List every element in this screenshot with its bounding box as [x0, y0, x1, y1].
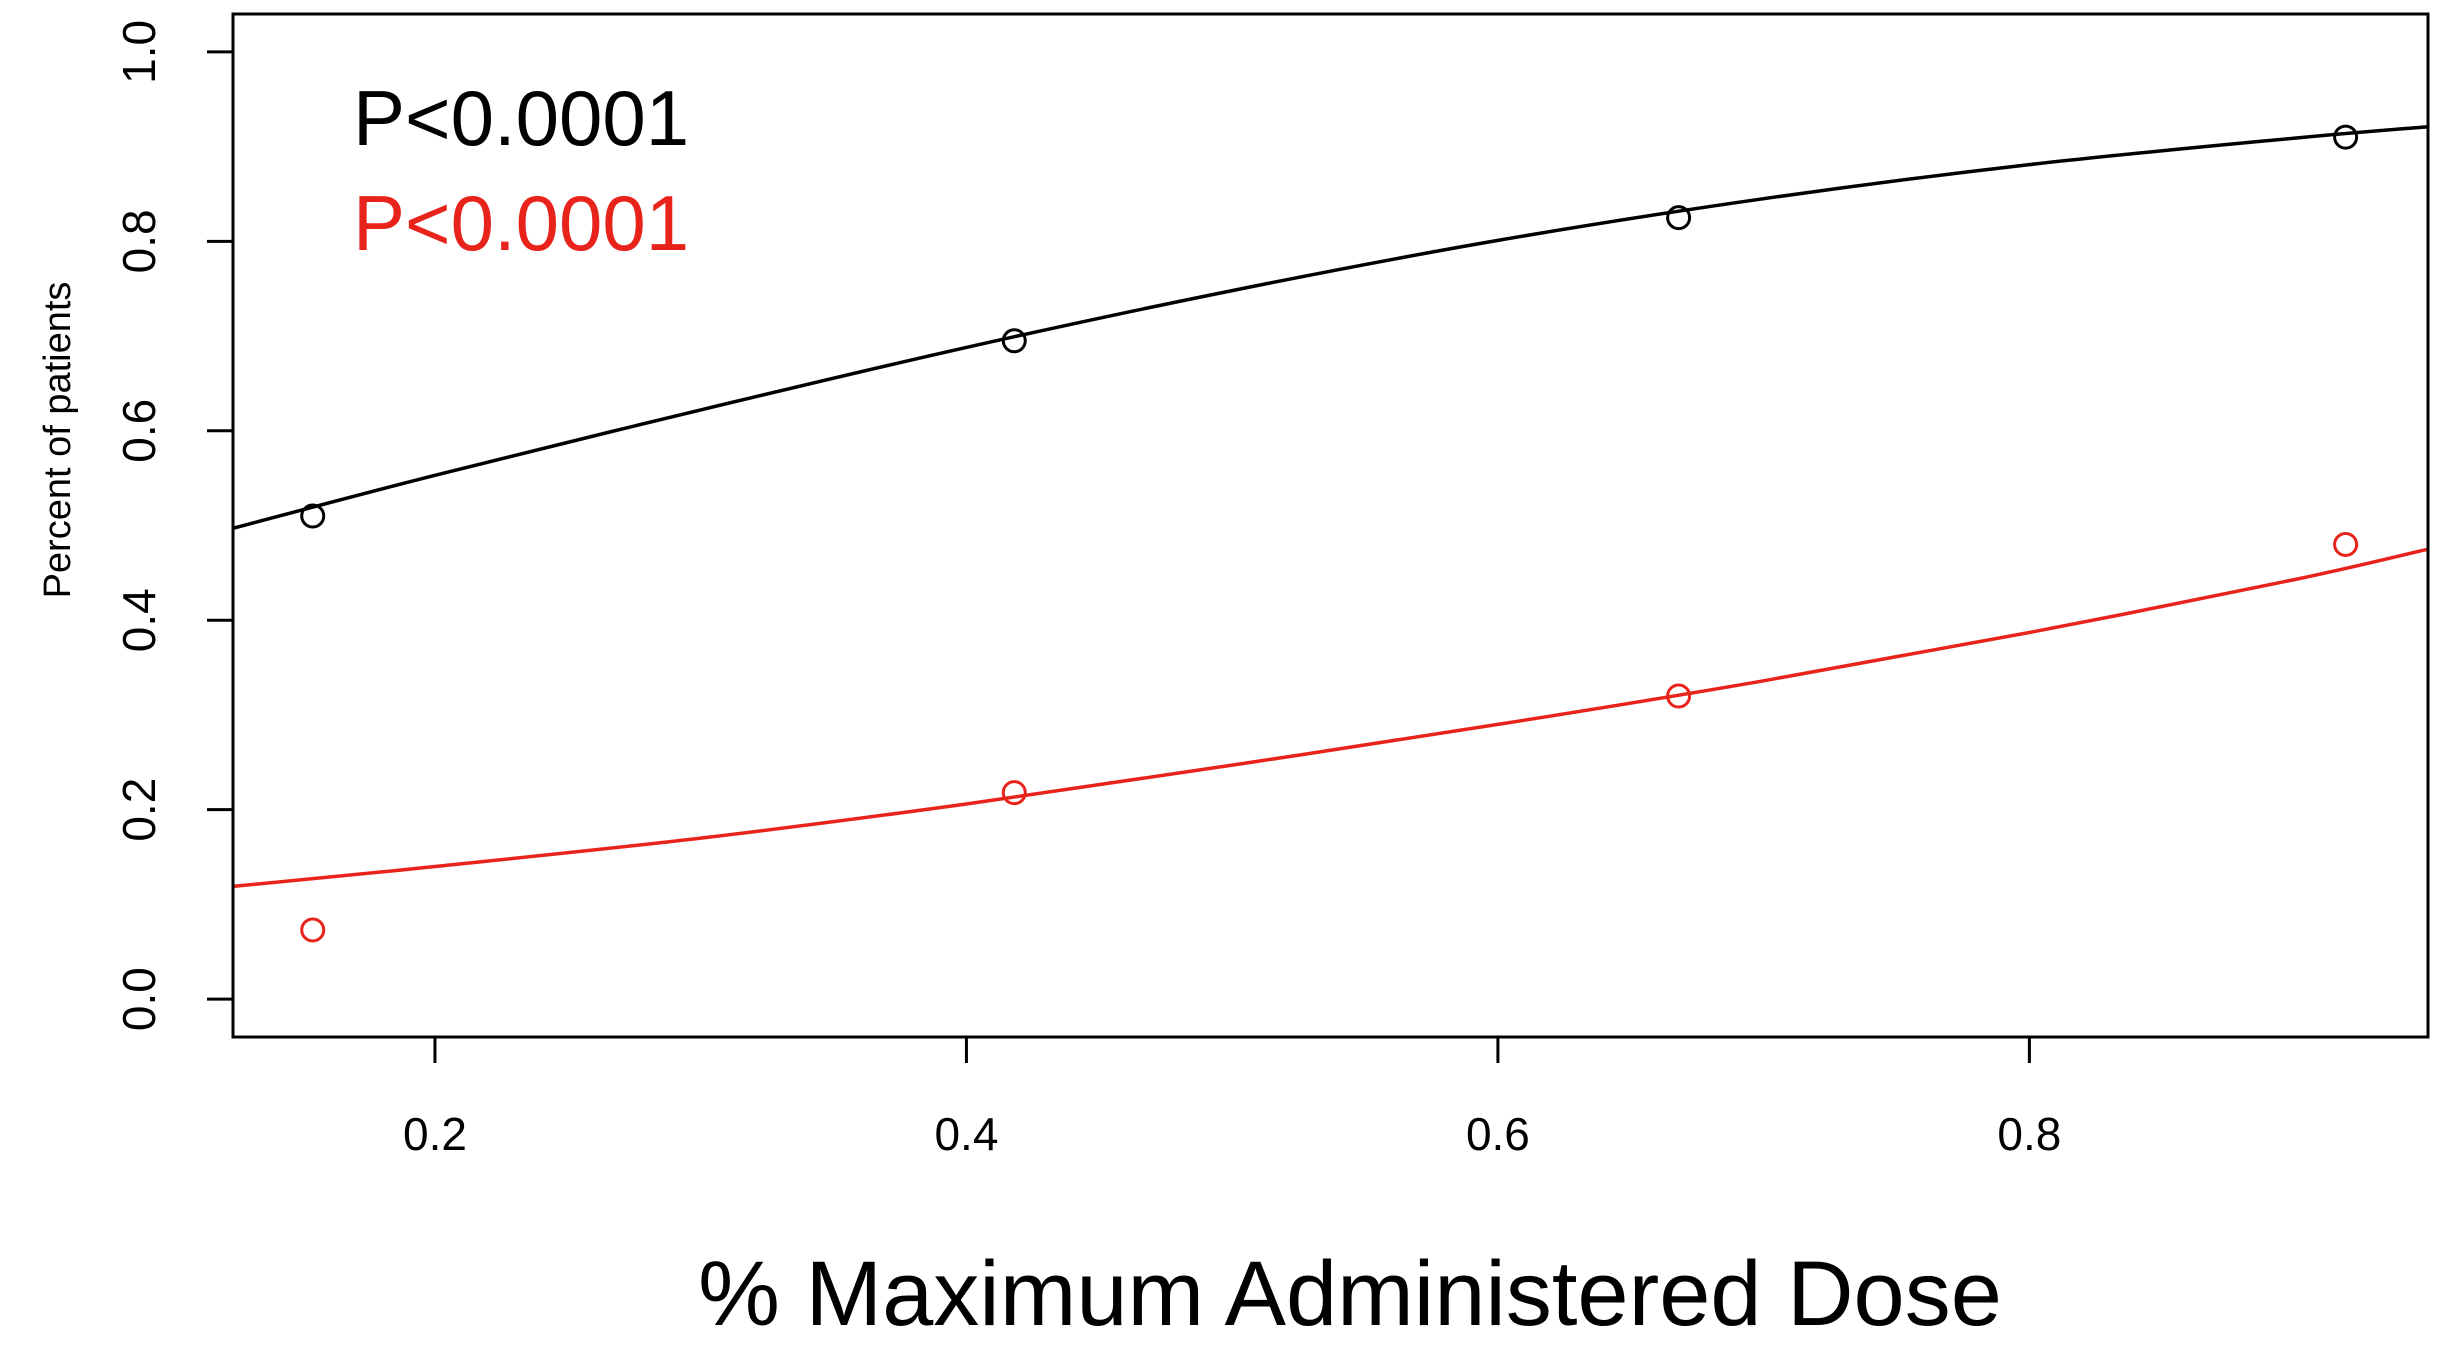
data-point-series-1-1: [300, 503, 326, 529]
data-point-series-2-3: [1666, 683, 1692, 709]
x-tick-label-1: 0.2: [403, 1108, 467, 1160]
data-point-series-1-4: [2333, 124, 2359, 150]
x-tick-label-4: 0.8: [1997, 1108, 2061, 1160]
y-tick-label-3: 0.4: [113, 588, 165, 652]
data-point-series-1-3: [1666, 205, 1692, 231]
y-tick-label-6: 1.0: [113, 20, 165, 84]
y-tick-label-4: 0.6: [113, 399, 165, 463]
data-points: [300, 124, 2359, 943]
plot-area-border: [231, 12, 2430, 1039]
y-tick-label-2: 0.2: [113, 778, 165, 842]
y-axis-label: Percent of patients: [37, 282, 79, 599]
fit-curve-2: [232, 547, 2429, 889]
y-tick-label-5: 0.8: [113, 209, 165, 273]
data-point-series-1-2: [1001, 328, 1027, 354]
p-value-annotation-2: P<0.0001: [353, 179, 689, 267]
data-point-series-2-4: [2333, 531, 2359, 557]
x-axis-label: % Maximum Administered Dose: [698, 1243, 2002, 1345]
p-value-annotations: P<0.0001 P<0.0001: [353, 74, 689, 267]
fit-curves: [232, 124, 2429, 889]
fit-curve-1: [232, 124, 2429, 530]
x-tick-label-2: 0.4: [934, 1108, 998, 1160]
data-point-series-2-2: [1001, 780, 1027, 806]
x-axis: 0.2 0.4 0.6 0.8: [403, 1037, 2061, 1160]
p-value-annotation-1: P<0.0001: [353, 74, 689, 162]
y-axis: 0.0 0.2 0.4 0.6 0.8 1.0: [113, 20, 233, 1031]
data-point-series-2-1: [300, 917, 326, 943]
y-tick-label-1: 0.0: [113, 967, 165, 1031]
x-tick-label-3: 0.6: [1466, 1108, 1530, 1160]
